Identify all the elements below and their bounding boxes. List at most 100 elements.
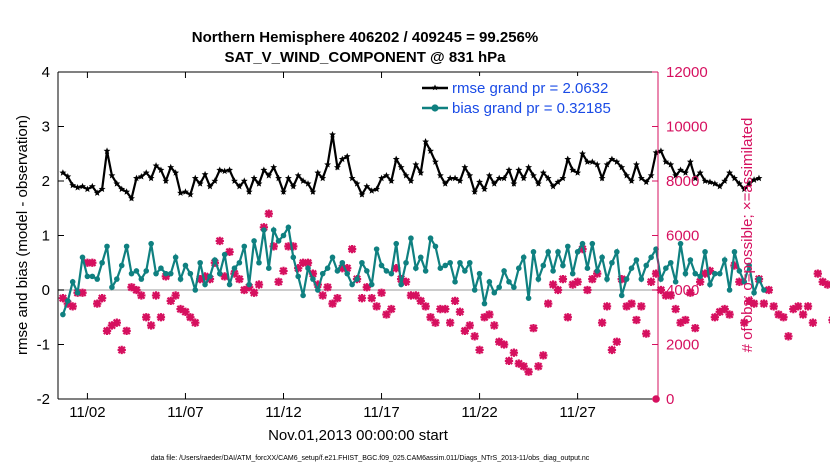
obs-assimilated-point	[225, 247, 234, 257]
obs-assimilated-point	[607, 345, 617, 355]
bias-point	[216, 270, 223, 277]
obs-assimilated-point	[534, 362, 543, 371]
bias-point	[535, 276, 542, 282]
obs-assimilated-point	[808, 318, 818, 327]
rmse-point	[206, 182, 214, 190]
rmse-point	[701, 177, 709, 184]
y-tick-label-right: 8000	[666, 173, 699, 190]
rmse-point	[123, 188, 131, 195]
rmse-point	[755, 174, 763, 182]
obs-assimilated-point	[328, 299, 337, 308]
rmse-point	[284, 174, 292, 182]
rmse-point	[343, 152, 351, 160]
rmse-point	[740, 185, 748, 193]
bias-point	[99, 259, 105, 266]
rmse-point	[574, 169, 582, 176]
bias-point	[594, 268, 601, 274]
obs-assimilated-point	[651, 269, 661, 278]
bias-point	[511, 284, 517, 291]
y-tick-label-left: 1	[42, 228, 50, 245]
bias-point	[520, 254, 527, 261]
obs-assimilated-point	[480, 313, 489, 322]
rmse-point	[745, 180, 753, 187]
bias-point	[359, 259, 365, 266]
rmse-point	[579, 150, 586, 157]
bias-point	[388, 270, 395, 277]
bias-point	[241, 243, 248, 250]
obs-assimilated-point	[450, 296, 460, 306]
obs-assimilated-point	[357, 294, 367, 303]
obs-assimilated-point	[490, 321, 499, 330]
legend-bias-label: bias grand pr = 0.32185	[452, 100, 611, 117]
obs-assimilated-point	[602, 302, 612, 311]
rmse-point	[691, 174, 699, 182]
rmse-point	[211, 177, 219, 184]
obs-assimilated-point	[298, 258, 308, 267]
rmse-point	[329, 131, 336, 138]
bias-point	[525, 295, 532, 301]
rmse-point	[441, 180, 449, 187]
obs-assimilated-point	[715, 307, 724, 316]
obs-assimilated-point	[632, 315, 641, 325]
obs-assimilated-point	[269, 242, 278, 251]
obs-assimilated-point	[725, 310, 734, 319]
bias-point	[207, 273, 213, 280]
obs-assimilated-point	[279, 266, 288, 276]
rmse-point	[618, 163, 626, 171]
bias-point	[153, 270, 159, 277]
obs-assimilated-point	[475, 345, 484, 355]
obs-assimilated-point	[691, 323, 700, 333]
obs-assimilated-point	[156, 313, 166, 322]
bias-point	[104, 243, 110, 250]
bias-point	[432, 243, 439, 250]
obs-assimilated-point	[240, 285, 249, 295]
bias-point	[638, 276, 645, 282]
obs-assimilated-point	[191, 318, 200, 327]
obs-assimilated-point	[308, 269, 318, 278]
obs-assimilated-point	[186, 313, 195, 322]
bias-point	[643, 262, 650, 269]
bias-point	[466, 259, 473, 266]
bias-point	[741, 279, 748, 285]
obs-assimilated-point	[764, 285, 773, 295]
rmse-point	[226, 166, 233, 174]
obs-assimilated-point	[97, 294, 107, 303]
bias-point	[408, 235, 414, 242]
obs-assimilated-point	[176, 304, 185, 314]
obs-assimilated-point	[784, 332, 793, 341]
bias-point	[761, 287, 767, 293]
rmse-point	[280, 188, 287, 195]
rmse-point	[436, 171, 444, 179]
obs-assimilated-point	[318, 291, 327, 300]
bias-point	[290, 254, 297, 261]
bias-point	[628, 265, 635, 272]
rmse-point	[485, 171, 493, 179]
bias-point	[84, 273, 91, 280]
bias-point	[653, 246, 659, 252]
bias-point	[172, 254, 179, 261]
bias-point	[89, 273, 96, 280]
bias-point	[251, 238, 257, 244]
rmse-point	[162, 177, 170, 184]
bias-point	[373, 246, 380, 252]
obs-assimilated-point	[705, 266, 715, 276]
obs-assimilated-point	[509, 348, 519, 357]
rmse-point	[147, 174, 155, 182]
bias-point	[261, 227, 267, 233]
rmse-point	[59, 169, 67, 176]
rmse-point	[167, 163, 175, 171]
rmse-point	[530, 171, 537, 179]
rmse-point	[108, 171, 116, 179]
bias-point	[187, 270, 194, 277]
obs-assimilated-point	[142, 313, 151, 322]
obs-assimilated-point	[519, 362, 528, 371]
rmse-point	[304, 180, 312, 187]
bias-point	[736, 268, 743, 274]
bias-point	[623, 276, 630, 282]
bias-point	[633, 257, 640, 263]
bias-point	[236, 259, 243, 266]
bias-point	[393, 240, 400, 247]
bias-point	[143, 268, 150, 274]
obs-assimilated-point	[495, 337, 504, 346]
rmse-point	[525, 163, 533, 171]
